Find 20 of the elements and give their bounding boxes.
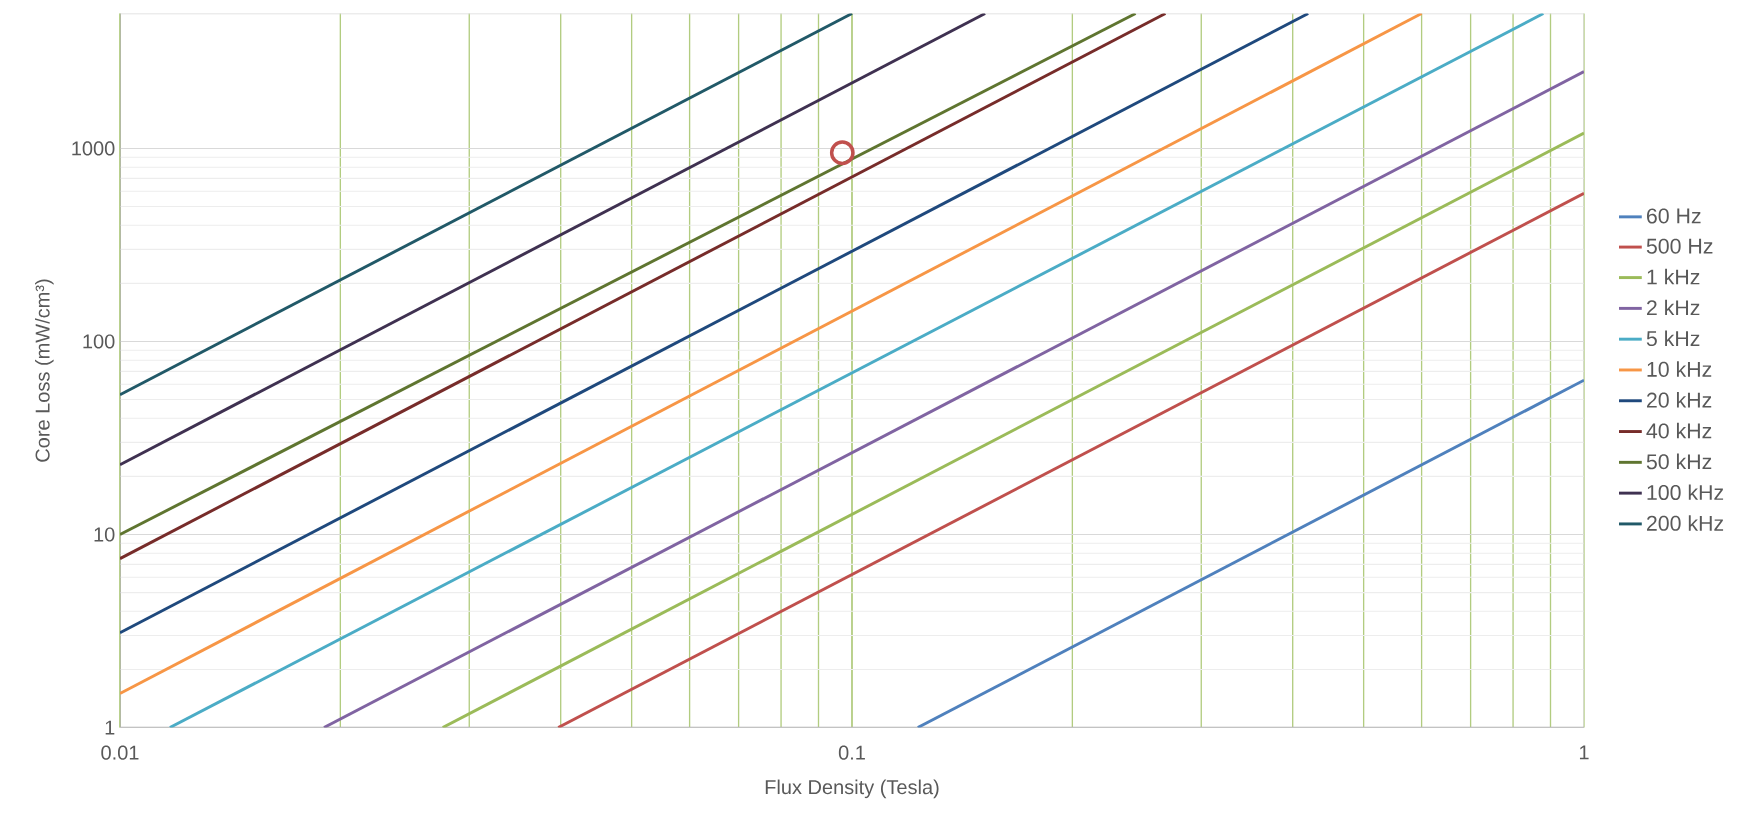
legend-label: 60 Hz xyxy=(1647,208,1701,224)
legend-label: 40 kHz xyxy=(1646,422,1712,439)
legend-label: 2 kHz xyxy=(1646,299,1700,316)
x-axis-title: Flux Density (Tesla) xyxy=(765,779,939,799)
legend-label: 500 Hz xyxy=(1646,238,1713,254)
x-tick-label: 0.1 xyxy=(838,745,865,760)
legend-label: 20 kHz xyxy=(1646,392,1712,408)
legend-label: 5 kHz xyxy=(1646,330,1700,347)
x-tick-label: 0.01 xyxy=(101,745,139,760)
legend-label: 50 kHz xyxy=(1646,453,1712,470)
x-tick-label: 1 xyxy=(1579,745,1589,760)
y-tick-label: 1 xyxy=(105,720,115,735)
legend-label: 200 kHz xyxy=(1646,515,1724,531)
y-tick-label: 100 xyxy=(83,334,115,349)
y-tick-label: 10 xyxy=(94,527,115,542)
legend-label: 1 kHz xyxy=(1647,268,1700,285)
legend-label: 10 kHz xyxy=(1647,361,1712,377)
legend-label: 100 kHz xyxy=(1647,484,1724,501)
y-axis-title: Core Loss (mW/cm³) xyxy=(35,279,54,462)
y-tick-label: 1000 xyxy=(72,141,115,156)
